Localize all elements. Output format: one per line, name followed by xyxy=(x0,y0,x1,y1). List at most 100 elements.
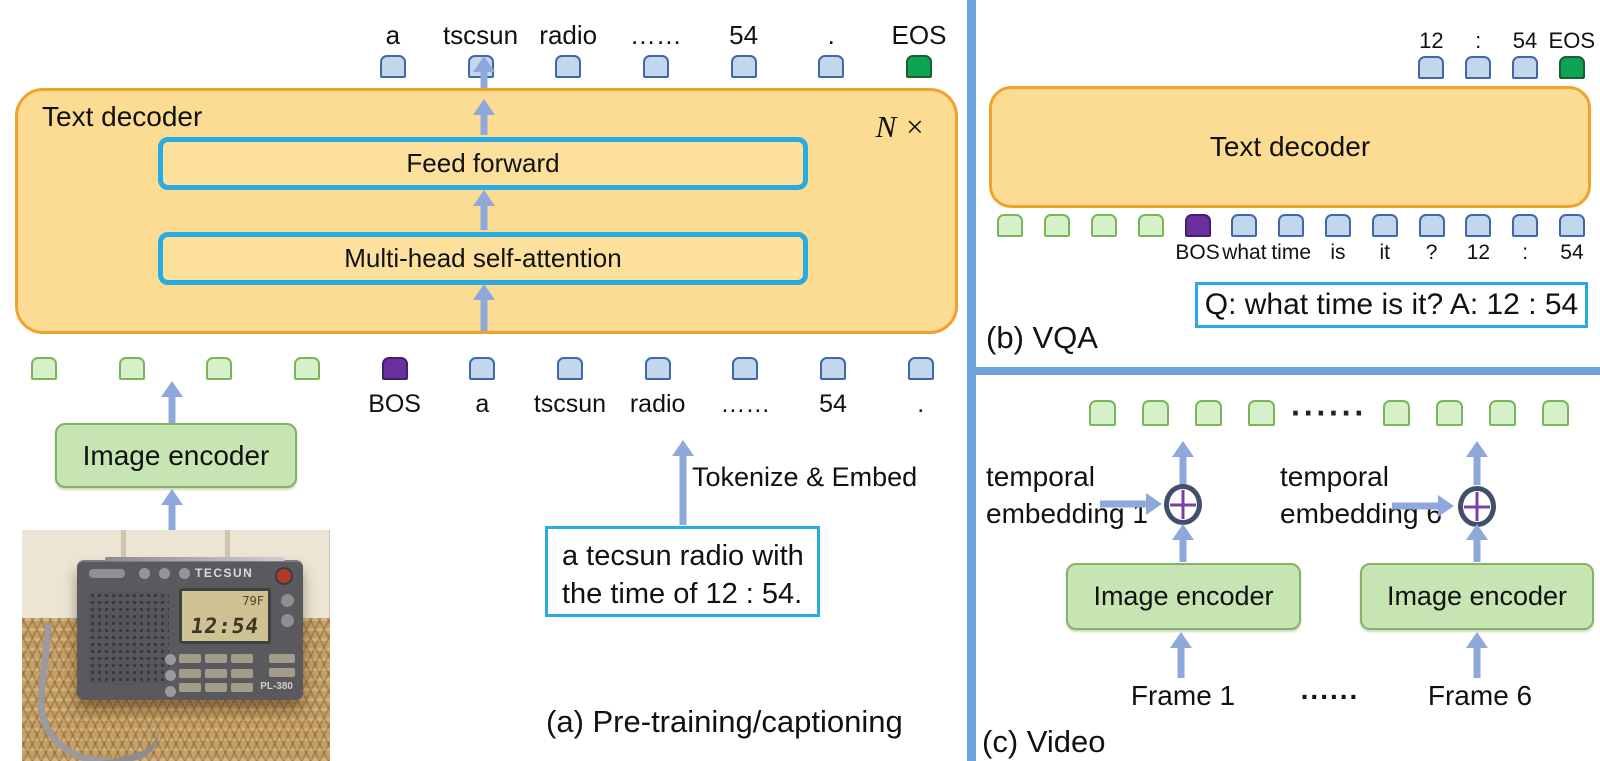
arrow-up-icon xyxy=(1172,524,1194,562)
token-cell: what xyxy=(1221,214,1268,265)
radio-body: TECSUN 79F 12:54 PL-380 xyxy=(77,557,303,700)
token-? xyxy=(1418,214,1445,237)
arrow-right-icon xyxy=(1100,493,1162,515)
vqa-text-decoder-label: Text decoder xyxy=(1209,131,1371,162)
token-label: 12 xyxy=(1419,28,1444,53)
token-. xyxy=(907,357,934,380)
radio-power-button xyxy=(275,567,293,585)
token-radio xyxy=(644,357,671,380)
token-label: it xyxy=(1379,241,1391,264)
token-cell xyxy=(1476,400,1529,426)
arrow-up-icon xyxy=(473,190,495,230)
caption-line-1: a tecsun radio with xyxy=(562,540,804,572)
radio-band-button xyxy=(269,668,295,677)
arrow-up-icon xyxy=(161,489,183,530)
radio-knob xyxy=(165,686,176,697)
token-label: ? xyxy=(1425,241,1438,264)
token-EOS xyxy=(905,55,932,78)
lcd-temperature: 79F xyxy=(242,594,264,608)
token-cell: EOS xyxy=(875,15,963,78)
arrow-up-icon xyxy=(1466,524,1488,562)
video-image-encoder-1-box: Image encoder xyxy=(1066,563,1301,630)
token-label: is xyxy=(1330,241,1346,264)
panel-a-caption: (a) Pre-training/captioning xyxy=(546,704,903,739)
vqa-output-token-row: 12: 54 EOS xyxy=(1408,30,1595,79)
token-label: 54 xyxy=(819,390,847,418)
token-label: . xyxy=(917,390,925,418)
token-green xyxy=(1142,400,1169,426)
token-green xyxy=(1248,400,1275,426)
token-green xyxy=(1195,400,1222,426)
input-token-row: BOS a tscsun radio …… 54. xyxy=(0,357,965,420)
radio-side-button xyxy=(281,614,294,627)
token-green xyxy=(206,357,233,380)
temporal-6-line1: temporal xyxy=(1280,461,1389,492)
token-BOS xyxy=(1184,214,1211,237)
token-cell: radio xyxy=(524,15,612,78)
token-green xyxy=(1383,400,1410,426)
lcd-time: 12:54 xyxy=(189,614,261,638)
radio-knob xyxy=(165,670,176,681)
token-label: : xyxy=(1522,241,1529,264)
token-cell: it xyxy=(1361,214,1408,265)
token-: xyxy=(1512,214,1539,237)
radio-speaker-grille xyxy=(89,592,169,684)
vqa-input-token-row: BOS what time is it? 12: 54 xyxy=(987,214,1595,265)
token-cell: 12 xyxy=(1455,214,1502,265)
token-cell: : xyxy=(1455,30,1502,79)
token-label: a xyxy=(385,20,401,50)
token-green xyxy=(1089,400,1116,426)
radio-antenna xyxy=(105,557,285,561)
token-label: tscsun xyxy=(442,20,519,50)
token-green xyxy=(1090,214,1117,237)
token-BOS xyxy=(381,357,408,380)
temporal-1-line1: temporal xyxy=(986,461,1095,492)
token-cell: 54 xyxy=(1502,30,1549,79)
self-attention-box: Multi-head self-attention xyxy=(158,232,808,285)
radio-top-button xyxy=(159,568,170,579)
token-cell: . xyxy=(877,357,965,420)
plus-circle-icon xyxy=(1458,486,1496,527)
token-green xyxy=(1489,400,1516,426)
token-green xyxy=(997,214,1024,237)
arrow-right-icon xyxy=(1392,495,1454,517)
token-label: radio xyxy=(539,20,598,50)
arrow-up-icon xyxy=(161,381,183,423)
token-cell xyxy=(1370,400,1423,426)
token-cell xyxy=(1423,400,1476,426)
token-cell xyxy=(175,357,263,420)
caption-line-2: the time of 12 : 54. xyxy=(562,578,803,610)
horizontal-panel-divider xyxy=(971,367,1600,375)
arrow-up-icon xyxy=(1170,632,1192,678)
token-label: : xyxy=(1475,28,1482,53)
plus-circle-icon xyxy=(1164,484,1202,525)
token-green xyxy=(30,357,57,380)
token-label: …… xyxy=(720,390,771,418)
arrow-up-icon xyxy=(473,99,495,135)
repeat-n-times-label: N × xyxy=(875,109,925,144)
token-green xyxy=(1044,214,1071,237)
tokenize-embed-label: Tokenize & Embed xyxy=(692,462,918,492)
token-cell xyxy=(1182,400,1235,426)
radio-light-button xyxy=(89,569,125,578)
video-image-encoder-2-label: Image encoder xyxy=(1386,581,1568,611)
token-label: 12 xyxy=(1466,241,1491,264)
token-cell xyxy=(1129,400,1182,426)
token-cell: …… xyxy=(612,15,700,78)
token-time xyxy=(1278,214,1305,237)
token-label: BOS xyxy=(1175,241,1220,264)
qa-text-box: Q: what time is it? A: 12 : 54 xyxy=(1195,282,1588,328)
feed-forward-label: Feed forward xyxy=(406,148,560,178)
token-label: 54 xyxy=(1512,28,1538,53)
token-cell: 54 xyxy=(789,357,877,420)
token-cell xyxy=(1081,214,1128,265)
token-cell: 54 xyxy=(700,15,788,78)
token-label: tscsun xyxy=(533,390,607,418)
vqa-text-decoder-box: Text decoder xyxy=(989,86,1591,208)
token-a xyxy=(469,357,496,380)
radio-top-button xyxy=(179,568,190,579)
token-cell: tscsun xyxy=(526,357,614,420)
token-cell: 12 xyxy=(1408,30,1455,79)
token-cell: BOS xyxy=(1174,214,1221,265)
vertical-panel-divider xyxy=(967,0,976,761)
